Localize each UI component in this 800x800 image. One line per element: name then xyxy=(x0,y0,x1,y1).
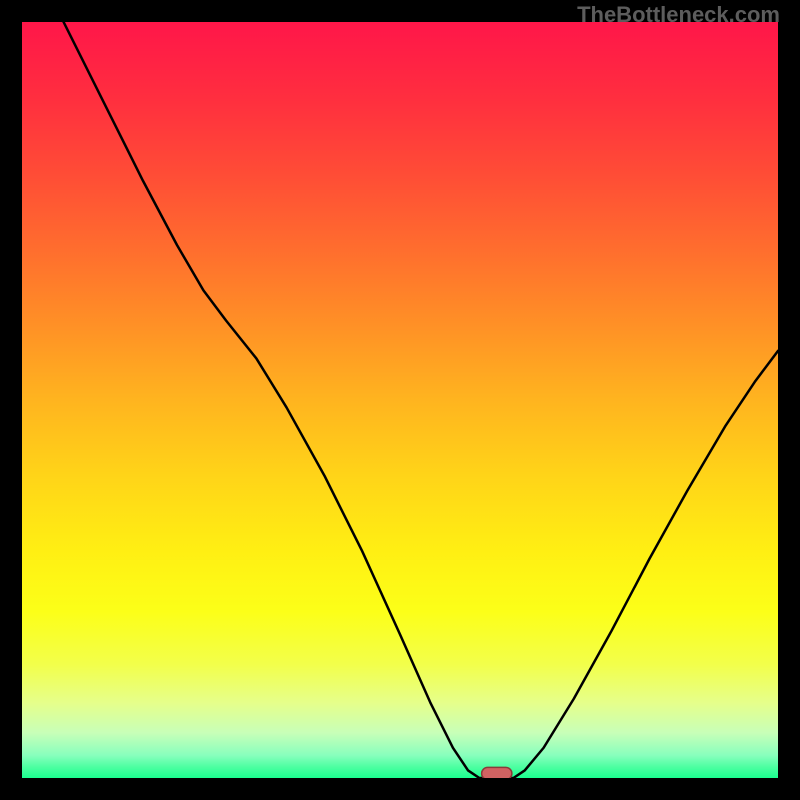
plot-area xyxy=(22,22,778,778)
watermark-text: TheBottleneck.com xyxy=(577,2,780,28)
curve-layer xyxy=(22,22,778,778)
chart-container: TheBottleneck.com xyxy=(0,0,800,800)
optimal-marker xyxy=(482,767,512,778)
bottleneck-curve xyxy=(64,22,778,778)
